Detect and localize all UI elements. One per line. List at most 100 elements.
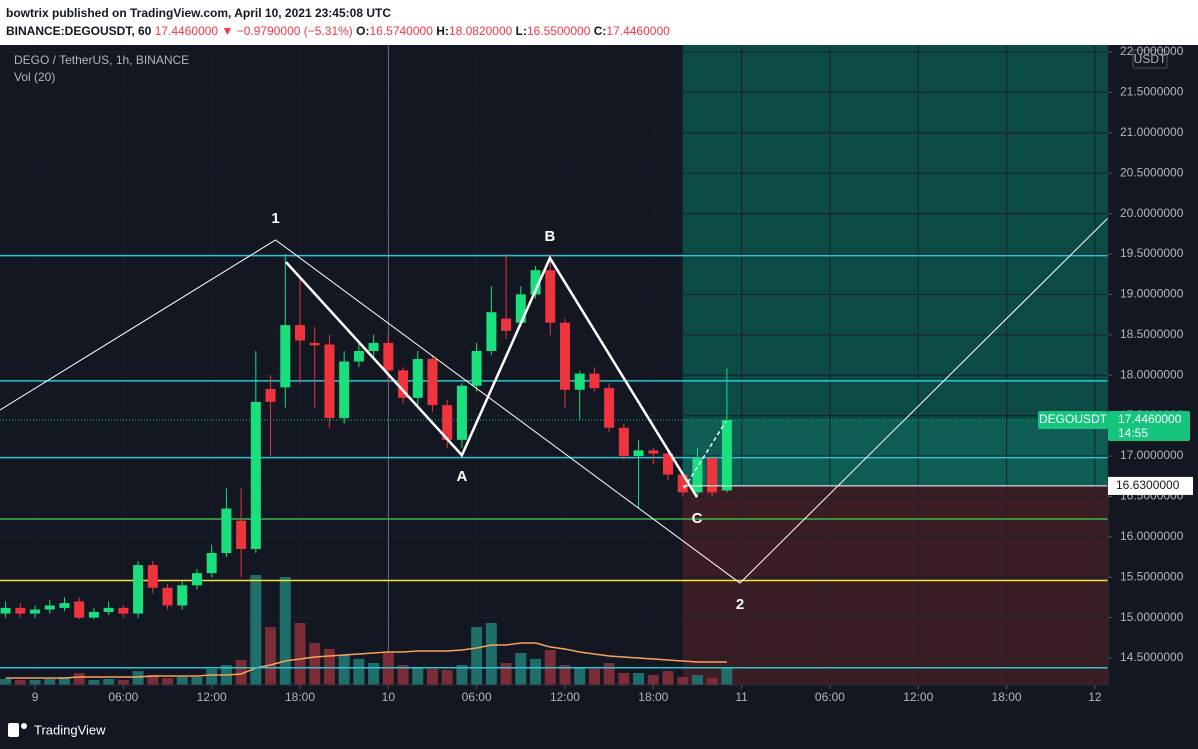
x-tick-label: 18:00 [285,690,315,704]
candle-body [559,322,570,390]
volume-bar [574,667,586,685]
volume-bar [500,663,512,685]
last: 17.4460000 [154,24,219,38]
volume-bar [235,660,247,685]
footer-logo [8,723,27,737]
l-label: L: [515,24,527,38]
last-price-box [1108,410,1190,441]
header-line2: BINANCE:DEGOUSDT, 60 17.4460000 ▼ −0.979… [6,22,670,40]
volume-bar [117,680,129,685]
zigzag-line [285,255,699,498]
candle-body [427,359,438,406]
volume-bar [559,665,571,685]
candle-body [633,450,644,457]
profit-zone [682,45,1108,486]
candle-body [604,388,615,428]
volume-bar [471,627,483,685]
candle-body [353,350,364,362]
volume-bar [721,667,733,685]
y-tick-label: 15.5000000 [1120,569,1184,583]
y-tick-label: 20.0000000 [1120,206,1184,220]
wave-label: 2 [736,596,744,613]
logo-mark [8,723,19,737]
candle-body [309,342,320,346]
wave-label: C [692,510,703,527]
x-tick-label: 06:00 [108,690,138,704]
symbol: BINANCE:DEGOUSDT, 60 [6,24,152,38]
candle-body [383,342,394,371]
candle-body [206,552,217,574]
y-tick-label: 19.5000000 [1120,246,1184,260]
symbol-label-box [1038,410,1108,429]
candle-body [324,344,335,419]
volume-bar [309,643,321,685]
candle-body [191,573,202,586]
volume-bar [44,679,56,685]
last-price-label: 17.4460000 [1118,412,1182,426]
candle-body [44,605,55,610]
volume-bar [588,669,600,685]
y-tick-label: 22.0000000 [1120,44,1184,58]
candle-body [88,611,99,618]
trend-line [0,217,1109,584]
o-label: O: [356,24,370,38]
volume-bar [294,623,306,685]
c-value: 17.4460000 [606,24,670,38]
candle-body [515,294,526,323]
l-value: 16.5500000 [526,24,591,38]
candle-body [398,370,409,398]
x-tick-label: 06:00 [815,690,845,704]
y-tick-label: 19.0000000 [1120,287,1184,301]
volume-bar [206,669,218,685]
entry-label-box [1108,476,1193,495]
candle-body [162,587,173,606]
x-tick-label: 11 [735,690,748,704]
candle-body [295,325,306,341]
candle-body [221,508,232,553]
candle-body [574,373,585,390]
volume-bar [412,667,424,685]
candle-body [442,405,453,440]
volume-bar [162,678,174,685]
candle-body [486,312,497,351]
y-tick-label: 18.5000000 [1120,327,1184,341]
volume-bar [530,659,542,685]
candle-body [236,520,247,549]
y-tick-label: 20.5000000 [1120,165,1184,179]
volume-bar [618,673,630,685]
wave-label: B [545,228,556,245]
candle-body [177,585,188,606]
change: −0.9790000 (−5.31%) [236,24,353,38]
volume-bar [191,677,203,685]
volume-bar [677,677,689,685]
candle-body [15,607,26,614]
chart-title: DEGO / TetherUS, 1h, BINANCE [14,53,189,67]
volume-bar [691,675,703,685]
volume-bar [0,679,12,685]
candle-body [648,450,659,454]
candle-body [412,359,423,398]
candle-body [456,385,467,440]
volume-bar [103,679,115,685]
wave-label: 1 [271,210,279,227]
candle-body [663,453,674,475]
candle-body [280,325,291,388]
y-tick-label: 17.0000000 [1120,448,1184,462]
header-text: bowtrix published on TradingView.com, Ap… [6,6,391,20]
volume-bar [647,675,659,685]
volume-title: Vol (20) [14,70,55,84]
c-label: C: [593,24,607,38]
candle-body [118,607,129,614]
volume-bar [338,655,350,685]
candle-body [721,419,732,491]
y-tick-label: 18.0000000 [1120,367,1184,381]
candle-body [250,401,261,549]
volume-bar [73,673,85,685]
candle-body [677,474,688,493]
candle-body [707,458,718,493]
candle-body [589,373,600,389]
candle-body [692,458,703,493]
volume-bar [706,678,718,685]
candle-body [30,609,41,614]
